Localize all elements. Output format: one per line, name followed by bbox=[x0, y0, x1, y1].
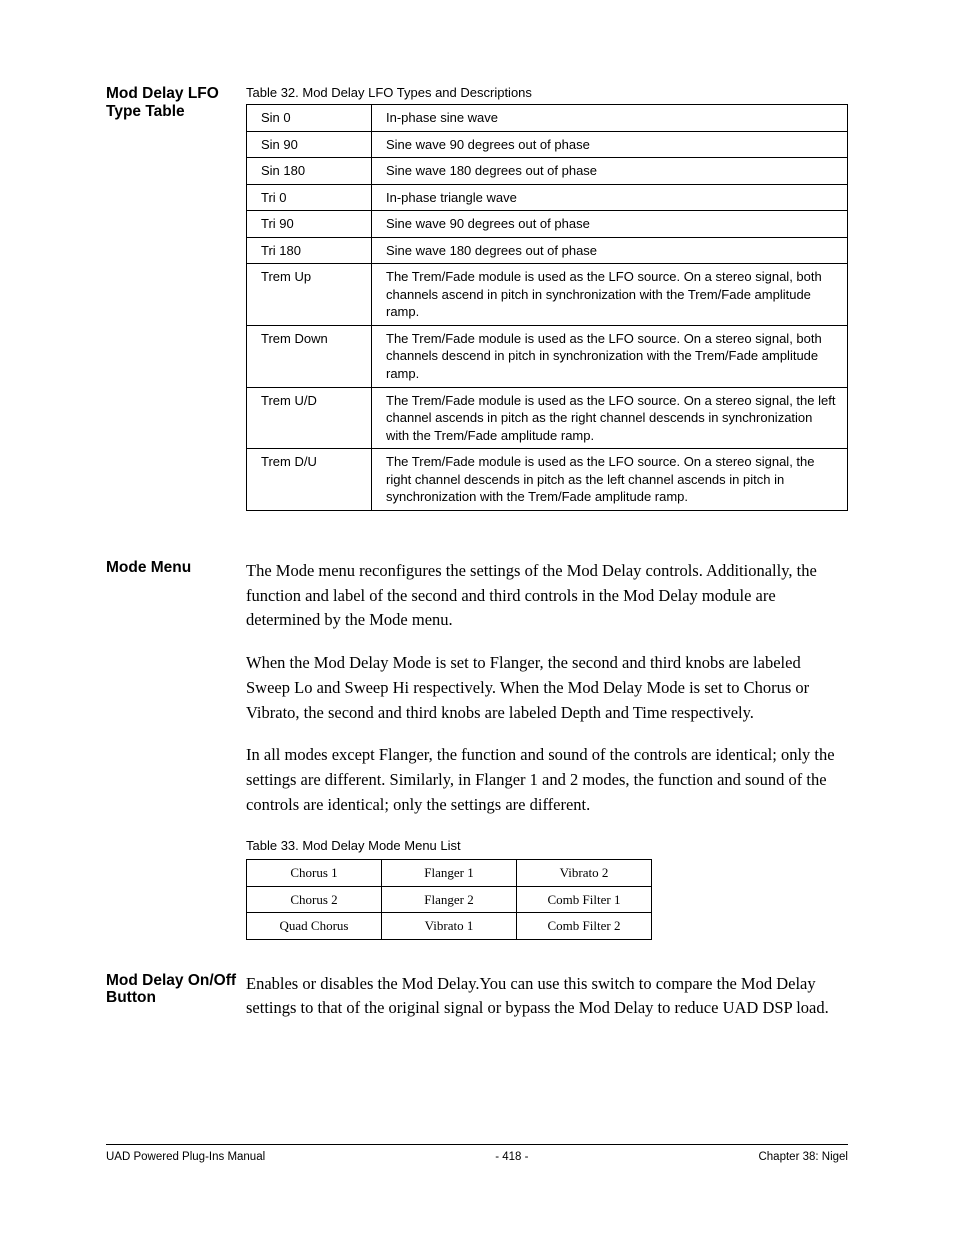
cell-type: Tri 180 bbox=[247, 237, 372, 264]
cell: Comb Filter 2 bbox=[517, 913, 652, 940]
cell-desc: Sine wave 180 degrees out of phase bbox=[372, 158, 848, 185]
cell-desc: The Trem/Fade module is used as the LFO … bbox=[372, 387, 848, 449]
footer-center: - 418 - bbox=[495, 1151, 528, 1163]
paragraph: Enables or disables the Mod Delay.You ca… bbox=[246, 972, 848, 1022]
cell-type: Trem D/U bbox=[247, 449, 372, 511]
table-row: Trem D/UThe Trem/Fade module is used as … bbox=[247, 449, 848, 511]
cell: Vibrato 2 bbox=[517, 860, 652, 887]
heading-lfo-type-table: Mod Delay LFO Type Table bbox=[106, 85, 246, 511]
cell: Vibrato 1 bbox=[382, 913, 517, 940]
table-row: Tri 0In-phase triangle wave bbox=[247, 184, 848, 211]
cell-type: Trem Down bbox=[247, 325, 372, 387]
paragraph: When the Mod Delay Mode is set to Flange… bbox=[246, 651, 848, 725]
cell: Chorus 1 bbox=[247, 860, 382, 887]
table-row: Sin 0In-phase sine wave bbox=[247, 105, 848, 132]
cell-type: Tri 0 bbox=[247, 184, 372, 211]
table-row: Trem UpThe Trem/Fade module is used as t… bbox=[247, 264, 848, 326]
mode-table: Chorus 1Flanger 1Vibrato 2 Chorus 2Flang… bbox=[246, 859, 652, 940]
table-row: Tri 90Sine wave 90 degrees out of phase bbox=[247, 211, 848, 238]
footer-left: UAD Powered Plug-Ins Manual bbox=[106, 1151, 265, 1163]
section-onoff-button: Mod Delay On/Off Button Enables or disab… bbox=[106, 972, 848, 1040]
cell: Flanger 2 bbox=[382, 886, 517, 913]
main-col-mode: The Mode menu reconfigures the settings … bbox=[246, 559, 848, 940]
heading-mode-menu: Mode Menu bbox=[106, 559, 246, 940]
cell-type: Trem Up bbox=[247, 264, 372, 326]
cell-desc: The Trem/Fade module is used as the LFO … bbox=[372, 264, 848, 326]
table-caption-33: Table 33. Mod Delay Mode Menu List bbox=[246, 836, 848, 856]
cell-desc: The Trem/Fade module is used as the LFO … bbox=[372, 449, 848, 511]
table-caption-32: Table 32. Mod Delay LFO Types and Descri… bbox=[246, 85, 848, 100]
table-row: Chorus 1Flanger 1Vibrato 2 bbox=[247, 860, 652, 887]
cell-type: Sin 180 bbox=[247, 158, 372, 185]
table-row: Quad ChorusVibrato 1Comb Filter 2 bbox=[247, 913, 652, 940]
section-lfo-type-table: Mod Delay LFO Type Table Table 32. Mod D… bbox=[106, 85, 848, 511]
table-row: Tri 180Sine wave 180 degrees out of phas… bbox=[247, 237, 848, 264]
cell-desc: Sine wave 90 degrees out of phase bbox=[372, 131, 848, 158]
cell-desc: Sine wave 90 degrees out of phase bbox=[372, 211, 848, 238]
table-row: Chorus 2Flanger 2Comb Filter 1 bbox=[247, 886, 652, 913]
page-footer: UAD Powered Plug-Ins Manual - 418 - Chap… bbox=[106, 1144, 848, 1163]
cell: Quad Chorus bbox=[247, 913, 382, 940]
table-row: Sin 90Sine wave 90 degrees out of phase bbox=[247, 131, 848, 158]
table-row: Trem DownThe Trem/Fade module is used as… bbox=[247, 325, 848, 387]
cell: Chorus 2 bbox=[247, 886, 382, 913]
table-row: Trem U/DThe Trem/Fade module is used as … bbox=[247, 387, 848, 449]
cell-type: Sin 90 bbox=[247, 131, 372, 158]
lfo-table: Sin 0In-phase sine wave Sin 90Sine wave … bbox=[246, 104, 848, 511]
cell-desc: In-phase sine wave bbox=[372, 105, 848, 132]
table-row: Sin 180Sine wave 180 degrees out of phas… bbox=[247, 158, 848, 185]
paragraph: The Mode menu reconfigures the settings … bbox=[246, 559, 848, 633]
footer-right: Chapter 38: Nigel bbox=[758, 1151, 848, 1163]
paragraph: In all modes except Flanger, the functio… bbox=[246, 743, 848, 817]
cell: Comb Filter 1 bbox=[517, 886, 652, 913]
cell-desc: In-phase triangle wave bbox=[372, 184, 848, 211]
cell-type: Sin 0 bbox=[247, 105, 372, 132]
main-col-onoff: Enables or disables the Mod Delay.You ca… bbox=[246, 972, 848, 1040]
section-mode-menu: Mode Menu The Mode menu reconfigures the… bbox=[106, 559, 848, 940]
heading-onoff-button: Mod Delay On/Off Button bbox=[106, 972, 246, 1040]
cell-desc: The Trem/Fade module is used as the LFO … bbox=[372, 325, 848, 387]
cell-type: Trem U/D bbox=[247, 387, 372, 449]
cell-desc: Sine wave 180 degrees out of phase bbox=[372, 237, 848, 264]
cell: Flanger 1 bbox=[382, 860, 517, 887]
cell-type: Tri 90 bbox=[247, 211, 372, 238]
main-col-lfo: Table 32. Mod Delay LFO Types and Descri… bbox=[246, 85, 848, 511]
